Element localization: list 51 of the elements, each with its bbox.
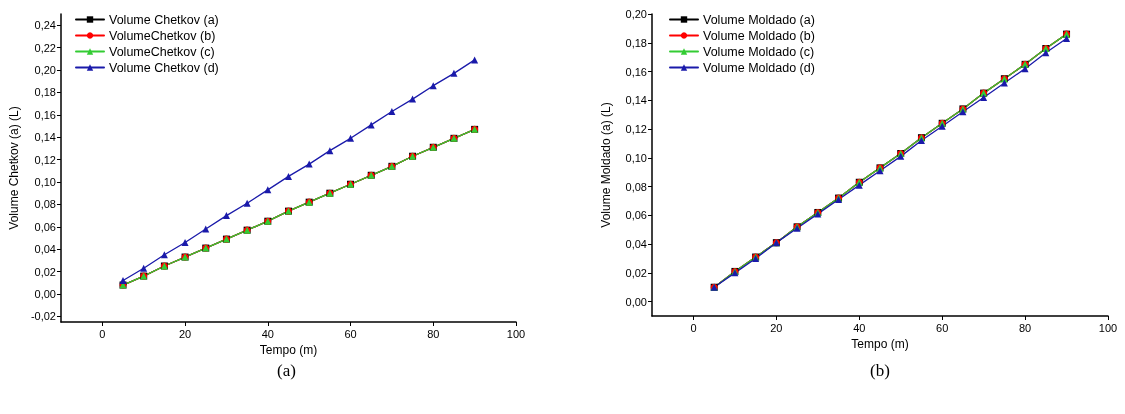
y-tick-label: 0,20 bbox=[34, 64, 56, 76]
y-tick-label: 0,20 bbox=[625, 8, 647, 20]
x-tick-label: 100 bbox=[506, 327, 526, 340]
y-tick-label: 0,24 bbox=[34, 19, 56, 32]
y-tick-label: 0,18 bbox=[625, 36, 647, 49]
y-tick-label: 0,08 bbox=[625, 180, 647, 193]
legend-label: VolumeChetkov (b) bbox=[109, 28, 216, 43]
legend-label: VolumeChetkov (c) bbox=[109, 44, 215, 59]
x-tick-label: 20 bbox=[770, 321, 783, 334]
x-tick-label: 0 bbox=[99, 327, 106, 340]
y-tick-label: 0,08 bbox=[34, 198, 56, 211]
y-tick-label: 0,06 bbox=[625, 209, 647, 222]
x-tick-label: 60 bbox=[344, 327, 357, 340]
y-tick-label: 0,06 bbox=[34, 220, 56, 233]
x-tick-label: 40 bbox=[853, 321, 866, 334]
x-tick-label: 0 bbox=[690, 321, 697, 334]
y-tick-label: 0,02 bbox=[34, 265, 56, 278]
y-tick-label: 0,22 bbox=[34, 41, 56, 54]
y-tick-label: 0,14 bbox=[625, 94, 647, 107]
x-axis-title: Tempo (m) bbox=[259, 343, 318, 357]
x-tick-label: 80 bbox=[427, 327, 440, 340]
y-axis-title: Volume Chetkov (a) (L) bbox=[7, 106, 21, 230]
x-tick-label: 60 bbox=[936, 321, 949, 334]
x-tick-label: 80 bbox=[1018, 321, 1032, 334]
x-tick-label: 40 bbox=[261, 327, 274, 340]
x-tick-label: 20 bbox=[178, 327, 192, 340]
y-tick-label: 0,18 bbox=[34, 86, 56, 99]
legend-label: Volume Moldado (a) bbox=[703, 12, 815, 27]
y-tick-label: 0,16 bbox=[34, 108, 56, 121]
x-tick-label: 100 bbox=[1098, 321, 1118, 334]
legend-label: Volume Moldado (d) bbox=[703, 60, 815, 75]
y-tick-label: 0,10 bbox=[34, 176, 56, 188]
y-tick-label: 0,04 bbox=[34, 243, 56, 256]
y-tick-label: 0,10 bbox=[625, 151, 647, 164]
y-tick-label: 0,12 bbox=[625, 123, 647, 136]
legend-label: Volume Chetkov (a) bbox=[109, 12, 219, 27]
x-axis-title: Tempo (m) bbox=[851, 337, 909, 351]
legend-label: Volume Chetkov (d) bbox=[109, 60, 219, 75]
y-tick-label: 0,00 bbox=[625, 295, 647, 308]
y-tick-label: 0,12 bbox=[34, 153, 56, 166]
y-tick-label: 0,00 bbox=[34, 288, 56, 300]
y-axis-title: Volume Moldado (a) (L) bbox=[599, 102, 613, 228]
legend-label: Volume Moldado (c) bbox=[703, 44, 815, 59]
y-tick-label: 0,02 bbox=[625, 266, 647, 279]
y-tick-label: 0,16 bbox=[625, 65, 647, 78]
text: (a) bbox=[277, 361, 296, 380]
legend-label: Volume Moldado (b) bbox=[703, 28, 815, 43]
y-tick-label: 0,14 bbox=[34, 131, 56, 144]
y-tick-label: 0,04 bbox=[625, 238, 647, 251]
text: (b) bbox=[870, 361, 890, 380]
y-tick-label: -0,02 bbox=[30, 310, 56, 323]
